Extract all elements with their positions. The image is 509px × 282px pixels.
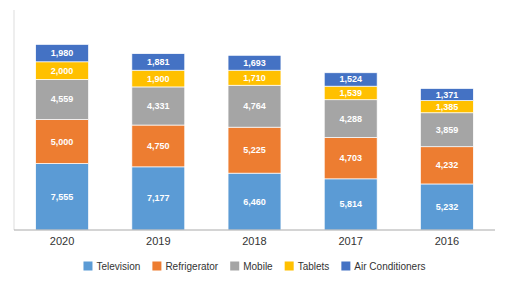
bar-segment	[132, 167, 185, 230]
bar-segment	[324, 86, 377, 100]
x-tick-label: 2019	[146, 235, 170, 247]
data-label: 1,539	[339, 88, 362, 98]
bar-segment	[420, 113, 473, 147]
data-label: 4,288	[339, 114, 362, 124]
bar-segment	[420, 89, 473, 101]
bar-segment	[324, 179, 377, 230]
x-tick-label: 2018	[242, 235, 266, 247]
bar-segment	[228, 127, 281, 173]
x-tick-label: 2016	[435, 235, 459, 247]
data-label: 7,555	[51, 192, 74, 202]
legend-label: Mobile	[243, 261, 273, 272]
bar-segment	[228, 85, 281, 127]
bar-segment	[324, 137, 377, 178]
bar-segment	[36, 44, 89, 61]
chart: 7,555 7,177 6,460 5,814 5,232 5,000 4,750 5,225…	[0, 0, 509, 282]
data-label: 1,900	[147, 74, 170, 84]
data-label: 4,559	[51, 94, 74, 104]
legend: Television Refrigerator Mobile Tablets Air C…	[83, 261, 425, 272]
legend-swatch	[83, 262, 92, 271]
bars	[36, 44, 474, 230]
legend-swatch	[341, 262, 350, 271]
legend-swatch	[285, 262, 294, 271]
bar-segment	[324, 73, 377, 86]
legend-label: Tablets	[298, 261, 330, 272]
bar-segment	[228, 70, 281, 85]
data-label: 7,177	[147, 193, 170, 203]
data-label: 5,814	[339, 199, 362, 209]
legend-swatch	[152, 262, 161, 271]
bar-segment	[36, 120, 89, 164]
bar-segment	[132, 87, 185, 125]
data-label: 6,460	[243, 197, 266, 207]
data-label: 4,703	[339, 153, 362, 163]
data-label: 5,225	[243, 145, 266, 155]
bar-segment	[228, 173, 281, 230]
x-axis-line	[14, 230, 495, 231]
bar-segment	[324, 100, 377, 138]
bar-segment	[36, 62, 89, 80]
data-label: 4,232	[436, 160, 459, 170]
bar-segment	[132, 70, 185, 87]
x-tick-label: 2017	[338, 235, 362, 247]
data-labels: 7,555 7,177 6,460 5,814 5,232 5,000 4,750 5,225…	[51, 48, 458, 212]
data-label: 4,331	[147, 101, 170, 111]
data-label: 5,000	[51, 137, 74, 147]
data-label: 1,385	[436, 102, 459, 112]
data-label: 4,750	[147, 141, 170, 151]
data-label: 1,881	[147, 57, 170, 67]
data-label: 1,693	[243, 58, 266, 68]
data-label: 3,859	[436, 125, 459, 135]
bar-segment	[420, 101, 473, 113]
data-label: 1,371	[436, 90, 459, 100]
bar-segment	[36, 79, 89, 119]
data-label: 5,232	[436, 202, 459, 212]
data-label: 2,000	[51, 66, 74, 76]
legend-label: Television	[96, 261, 140, 272]
legend-swatch	[230, 262, 239, 271]
data-label: 1,524	[339, 74, 362, 84]
bar-segment	[36, 164, 89, 230]
x-tick-label: 2020	[50, 235, 74, 247]
data-label: 4,764	[243, 101, 266, 111]
data-label: 1,710	[243, 73, 266, 83]
bar-segment	[132, 54, 185, 71]
legend-label: Refrigerator	[165, 261, 218, 272]
bar-segment	[420, 184, 473, 230]
bar-segment	[420, 147, 473, 184]
bar-segment	[228, 55, 281, 70]
y-axis-line	[14, 10, 15, 230]
bar-segment	[132, 125, 185, 167]
legend-label: Air Conditioners	[354, 261, 425, 272]
data-label: 1,980	[51, 48, 74, 58]
